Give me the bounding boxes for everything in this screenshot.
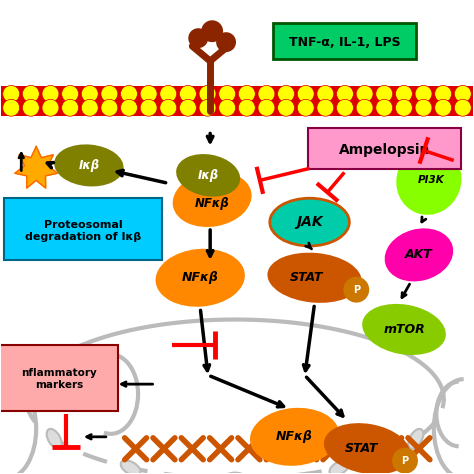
Circle shape — [120, 85, 137, 102]
Circle shape — [82, 100, 98, 116]
Text: JAK: JAK — [296, 215, 323, 229]
Circle shape — [278, 100, 294, 116]
Circle shape — [22, 85, 39, 102]
Text: nflammatory
markers: nflammatory markers — [21, 368, 97, 390]
Circle shape — [160, 100, 177, 116]
Circle shape — [317, 100, 334, 116]
Circle shape — [82, 85, 98, 102]
Ellipse shape — [408, 429, 423, 449]
Circle shape — [337, 85, 354, 102]
Circle shape — [120, 100, 137, 116]
FancyBboxPatch shape — [308, 128, 461, 169]
Circle shape — [180, 100, 196, 116]
Text: NFκβ: NFκβ — [182, 271, 219, 284]
Circle shape — [356, 100, 373, 116]
Circle shape — [343, 277, 369, 302]
Circle shape — [201, 20, 223, 42]
Circle shape — [376, 85, 392, 102]
Ellipse shape — [54, 145, 124, 186]
FancyBboxPatch shape — [273, 23, 416, 59]
Ellipse shape — [270, 198, 349, 246]
Circle shape — [160, 85, 177, 102]
FancyBboxPatch shape — [4, 198, 163, 260]
Ellipse shape — [155, 249, 245, 307]
Circle shape — [455, 100, 471, 116]
Ellipse shape — [224, 473, 246, 474]
Text: AKT: AKT — [405, 248, 433, 261]
Circle shape — [435, 85, 452, 102]
Ellipse shape — [47, 429, 62, 449]
Circle shape — [199, 85, 216, 102]
Circle shape — [356, 85, 373, 102]
Circle shape — [3, 100, 19, 116]
Ellipse shape — [324, 423, 410, 474]
Text: PI3K: PI3K — [418, 175, 444, 185]
Circle shape — [297, 100, 314, 116]
Circle shape — [395, 85, 412, 102]
Circle shape — [219, 100, 236, 116]
Polygon shape — [15, 146, 57, 188]
Circle shape — [219, 85, 236, 102]
Ellipse shape — [173, 172, 252, 227]
Circle shape — [317, 85, 334, 102]
Circle shape — [415, 100, 432, 116]
Text: TNF-α, IL-1, LPS: TNF-α, IL-1, LPS — [289, 36, 400, 49]
Bar — [1, 86, 473, 116]
Text: NFκβ: NFκβ — [276, 430, 313, 443]
Circle shape — [216, 32, 236, 52]
Text: NFκβ: NFκβ — [195, 197, 229, 210]
Text: Proteosomal
degradation of Iκβ: Proteosomal degradation of Iκβ — [25, 220, 141, 242]
Text: P: P — [353, 285, 360, 295]
Circle shape — [101, 85, 118, 102]
Circle shape — [392, 448, 418, 474]
Text: Ampelopsin: Ampelopsin — [338, 143, 430, 156]
Text: STAT: STAT — [345, 442, 378, 455]
Circle shape — [238, 100, 255, 116]
Circle shape — [455, 85, 471, 102]
Circle shape — [395, 100, 412, 116]
FancyBboxPatch shape — [0, 346, 118, 411]
Ellipse shape — [385, 228, 453, 282]
Circle shape — [376, 100, 392, 116]
Circle shape — [297, 85, 314, 102]
Text: Iκβ: Iκβ — [198, 169, 219, 182]
Ellipse shape — [267, 253, 362, 303]
Circle shape — [62, 100, 79, 116]
Circle shape — [337, 100, 354, 116]
Text: P: P — [401, 456, 409, 465]
Text: mTOR: mTOR — [383, 323, 425, 336]
Circle shape — [258, 100, 275, 116]
Circle shape — [101, 100, 118, 116]
Circle shape — [278, 85, 294, 102]
Ellipse shape — [176, 154, 240, 197]
Circle shape — [140, 85, 157, 102]
Circle shape — [238, 85, 255, 102]
Ellipse shape — [329, 460, 349, 474]
Ellipse shape — [121, 460, 141, 474]
Circle shape — [188, 28, 208, 48]
Circle shape — [435, 100, 452, 116]
Circle shape — [22, 100, 39, 116]
Ellipse shape — [396, 146, 462, 215]
Circle shape — [62, 85, 79, 102]
Circle shape — [199, 100, 216, 116]
Circle shape — [140, 100, 157, 116]
Ellipse shape — [362, 304, 446, 355]
Text: Iκβ: Iκβ — [78, 159, 100, 172]
Circle shape — [180, 85, 196, 102]
Text: STAT: STAT — [290, 271, 323, 284]
Ellipse shape — [250, 408, 339, 466]
Circle shape — [3, 85, 19, 102]
Circle shape — [258, 85, 275, 102]
Circle shape — [42, 85, 59, 102]
Circle shape — [42, 100, 59, 116]
Circle shape — [415, 85, 432, 102]
